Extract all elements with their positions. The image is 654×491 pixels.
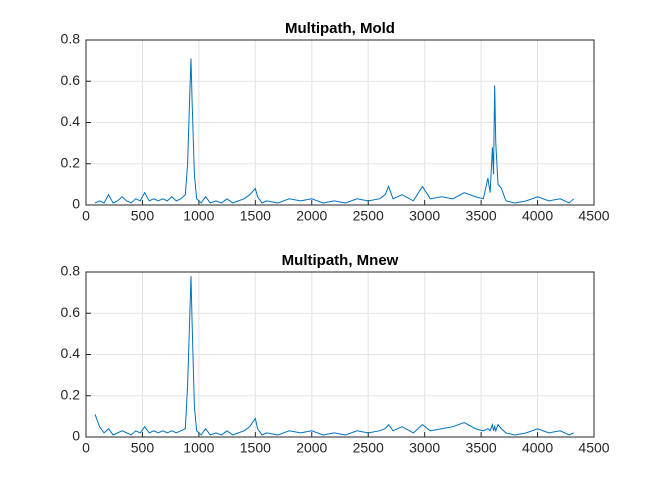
x-tick-label: 2500 [353, 208, 384, 224]
y-tick-label: 0.8 [61, 263, 81, 279]
axes-box [85, 271, 595, 438]
axes-box [85, 39, 595, 206]
x-tick-label: 1500 [240, 440, 271, 456]
y-tick-label: 0.4 [61, 345, 81, 361]
x-tick-label: 3500 [466, 208, 497, 224]
x-tick-label: 1500 [240, 208, 271, 224]
x-tick-label: 1000 [183, 208, 214, 224]
x-tick-label: 4000 [522, 440, 553, 456]
y-tick-label: 0 [72, 428, 80, 444]
data-line [94, 276, 574, 436]
chart-title: Multipath, Mnew [282, 252, 399, 269]
chart-title: Multipath, Mold [285, 20, 395, 37]
x-tick-label: 0 [82, 208, 90, 224]
x-tick-label: 3000 [409, 208, 440, 224]
y-tick-label: 0.6 [61, 304, 81, 320]
y-tick-label: 0.6 [61, 72, 81, 88]
y-tick-label: 0.2 [61, 154, 81, 170]
x-tick-label: 3500 [466, 440, 497, 456]
data-line [94, 58, 575, 204]
x-tick-label: 0 [82, 440, 90, 456]
x-tick-label: 2500 [353, 440, 384, 456]
x-tick-label: 1000 [183, 440, 214, 456]
x-tick-label: 3000 [409, 440, 440, 456]
x-tick-label: 2000 [296, 208, 327, 224]
x-tick-label: 2000 [296, 440, 327, 456]
x-tick-label: 4000 [522, 208, 553, 224]
y-tick-label: 0.4 [61, 113, 81, 129]
y-tick-label: 0 [72, 196, 80, 212]
x-tick-label: 500 [131, 208, 155, 224]
x-tick-label: 500 [131, 440, 155, 456]
y-tick-label: 0.8 [61, 31, 81, 47]
x-tick-label: 4500 [578, 208, 609, 224]
y-tick-label: 0.2 [61, 386, 81, 402]
x-tick-label: 4500 [578, 440, 609, 456]
